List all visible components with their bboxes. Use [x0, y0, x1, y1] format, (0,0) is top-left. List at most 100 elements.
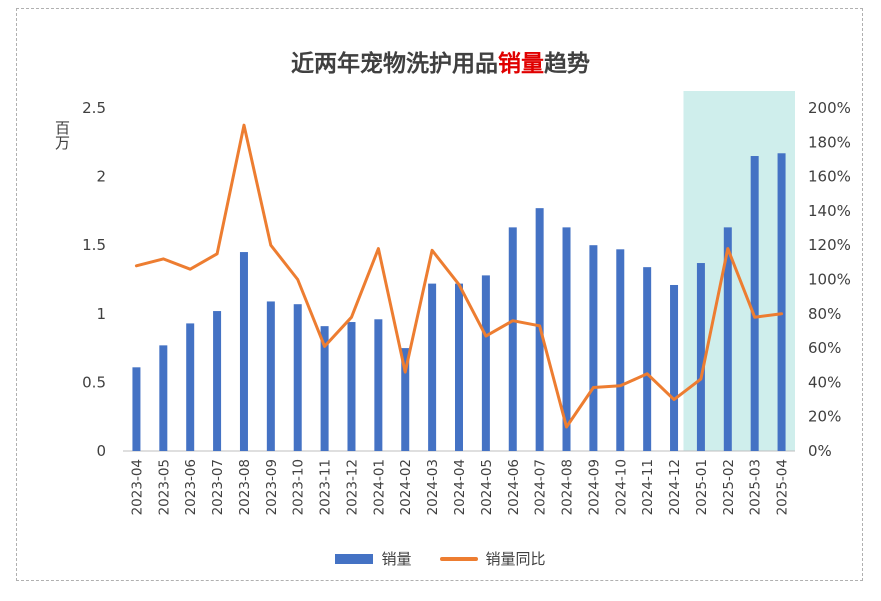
yoy-point — [242, 123, 246, 127]
y-left-tick-label: 2 — [96, 168, 106, 186]
bar — [455, 283, 463, 451]
bar — [481, 275, 490, 451]
title-highlight: 销量 — [498, 51, 544, 77]
bar — [670, 284, 679, 451]
legend-swatch-line — [439, 556, 478, 561]
yoy-point — [189, 268, 192, 271]
x-tick-label: 2024-07 — [533, 459, 549, 515]
bar — [777, 153, 786, 451]
y-left-tick-label: 0.5 — [82, 373, 106, 391]
y-right-tick-label: 20% — [808, 408, 841, 426]
x-tick-label: 2024-01 — [371, 459, 387, 515]
yoy-point — [323, 345, 326, 348]
legend-item-bar: 销量 — [335, 548, 412, 569]
bar — [616, 249, 625, 451]
legend-swatch-bar — [335, 553, 374, 564]
x-tick-label: 2024-05 — [479, 459, 495, 515]
y-left-tick-label: 1 — [96, 305, 106, 323]
x-tick-label: 2025-02 — [721, 459, 737, 515]
x-tick-label: 2023-11 — [318, 459, 334, 515]
yoy-point — [726, 247, 729, 250]
y-left-tick-label: 1.5 — [82, 236, 106, 254]
x-tick-label: 2024-06 — [506, 459, 522, 515]
yoy-point — [135, 264, 138, 267]
yoy-point — [565, 425, 568, 429]
x-tick-label: 2023-09 — [264, 459, 280, 515]
bar — [428, 283, 437, 451]
x-tick-label: 2023-07 — [210, 459, 226, 515]
x-tick-label: 2025-04 — [775, 459, 791, 515]
y-right-tick-label: 140% — [808, 202, 851, 220]
bar — [239, 252, 248, 451]
x-tick-label: 2023-06 — [183, 459, 199, 515]
x-tick-label: 2023-04 — [129, 459, 145, 515]
bar — [374, 319, 383, 451]
legend-label-line: 销量同比 — [485, 550, 546, 568]
x-tick-label: 2023-05 — [156, 459, 172, 515]
bar — [159, 345, 168, 451]
left-axis-unit: 百万 — [53, 120, 71, 150]
bar — [132, 367, 141, 451]
bar — [320, 326, 329, 451]
x-tick-label: 2023-10 — [291, 459, 307, 515]
yoy-point — [592, 386, 595, 389]
yoy-point — [780, 312, 783, 315]
bar — [347, 322, 356, 451]
x-tick-label: 2023-12 — [344, 459, 360, 515]
bar — [562, 227, 571, 451]
bar — [750, 156, 759, 451]
y-right-tick-label: 160% — [808, 168, 851, 186]
bar — [266, 301, 275, 451]
y-right-tick-label: 100% — [808, 271, 851, 289]
x-tick-label: 2024-11 — [640, 459, 656, 515]
x-tick-label: 2024-02 — [398, 459, 414, 515]
y-left-tick-label: 2.5 — [82, 99, 106, 117]
y-right-tick-label: 200% — [808, 99, 851, 117]
chart-title: 近两年宠物洗护用品销量趋势 — [291, 51, 590, 77]
yoy-point — [296, 278, 299, 281]
y-right-tick-label: 80% — [808, 305, 841, 323]
x-tick-label: 2023-08 — [237, 459, 253, 515]
legend-item-line: 销量同比 — [439, 548, 546, 569]
yoy-point — [377, 247, 380, 250]
yoy-point — [753, 316, 756, 319]
y-left-tick-label: 0 — [96, 442, 106, 460]
yoy-point — [619, 384, 622, 388]
yoy-point — [645, 372, 649, 376]
yoy-point — [511, 319, 514, 322]
x-tick-label: 2024-04 — [452, 459, 468, 515]
yoy-point — [699, 377, 703, 381]
y-right-tick-label: 180% — [808, 133, 851, 151]
yoy-point — [538, 324, 541, 328]
bar — [723, 227, 732, 451]
bar — [643, 267, 652, 451]
x-tick-label: 2024-10 — [613, 459, 629, 515]
legend: 销量 销量同比 — [0, 548, 881, 569]
bar — [293, 304, 302, 451]
yoy-point — [484, 334, 488, 338]
yoy-point — [350, 316, 353, 319]
yoy-point — [672, 398, 676, 401]
yoy-point — [269, 244, 273, 247]
yoy-point — [404, 370, 407, 374]
bar — [508, 227, 517, 451]
y-right-tick-label: 40% — [808, 373, 841, 391]
yoy-point — [215, 252, 219, 255]
yoy-point — [457, 283, 461, 286]
bar — [589, 245, 598, 451]
x-tick-label: 2025-03 — [748, 459, 764, 515]
bar — [401, 348, 410, 451]
y-right-tick-label: 120% — [808, 236, 851, 254]
y-right-tick-label: 0% — [808, 442, 832, 460]
bar — [186, 323, 195, 451]
x-tick-label: 2024-08 — [560, 459, 576, 515]
x-tick-label: 2025-01 — [694, 459, 710, 515]
bar — [696, 263, 705, 451]
yoy-point — [162, 257, 165, 261]
bar — [213, 311, 222, 451]
chart-frame — [16, 8, 863, 581]
yoy-point — [430, 249, 434, 252]
x-tick-label: 2024-03 — [425, 459, 441, 515]
x-tick-label: 2024-12 — [667, 459, 683, 515]
